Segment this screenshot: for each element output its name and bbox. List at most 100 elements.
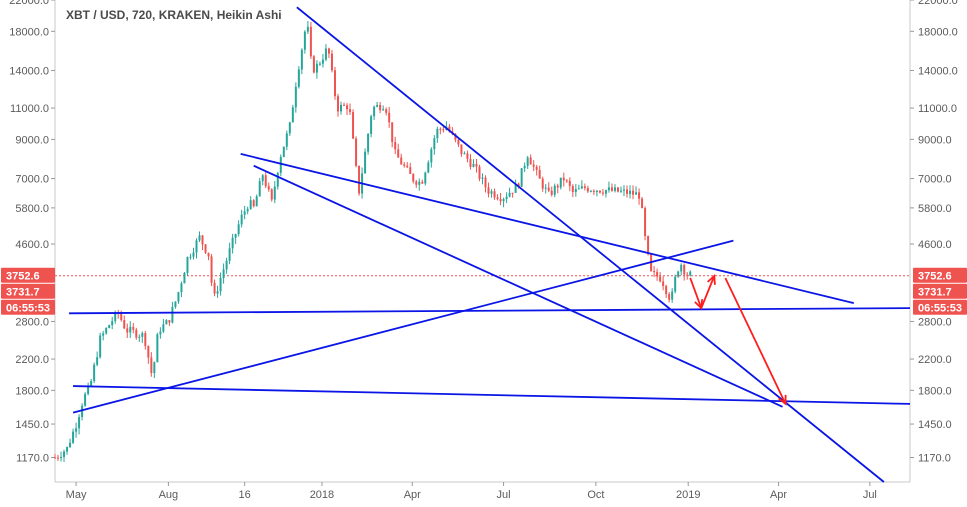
candle-body bbox=[358, 165, 361, 194]
candle-body bbox=[315, 63, 318, 73]
candle-body bbox=[258, 181, 261, 197]
candle-body bbox=[267, 186, 270, 190]
candle-body bbox=[508, 192, 511, 197]
candle-body bbox=[111, 321, 114, 326]
x-tick-label: Apr bbox=[404, 489, 421, 501]
candle-body bbox=[662, 281, 665, 286]
candle-body bbox=[632, 190, 635, 195]
price-badge-left bbox=[1, 283, 55, 299]
price-badge-left bbox=[1, 299, 55, 315]
candle-body bbox=[333, 70, 336, 97]
candle-body bbox=[400, 157, 403, 165]
candle-body bbox=[598, 190, 601, 193]
candle-body bbox=[240, 214, 243, 225]
candle-body bbox=[517, 183, 520, 187]
candle-body bbox=[616, 187, 619, 192]
candle-body bbox=[505, 196, 508, 200]
candle-body bbox=[514, 183, 517, 193]
candle-body bbox=[297, 69, 300, 87]
x-tick-label: Apr bbox=[770, 489, 787, 501]
candle-body bbox=[622, 189, 625, 191]
candle-body bbox=[388, 112, 391, 123]
candle-body bbox=[318, 63, 321, 65]
candle-body bbox=[174, 301, 177, 307]
candle-body bbox=[364, 151, 367, 174]
candle-body bbox=[403, 164, 406, 166]
candle-body bbox=[394, 142, 397, 150]
candle-body bbox=[635, 192, 638, 195]
candle-body bbox=[114, 312, 117, 322]
candle-body bbox=[641, 198, 644, 209]
candle-body bbox=[436, 128, 439, 139]
candle-body bbox=[553, 185, 556, 195]
candle-body bbox=[484, 177, 487, 188]
candle-body bbox=[683, 264, 686, 275]
candle-body bbox=[541, 178, 544, 189]
candle-body bbox=[222, 269, 225, 278]
x-tick-label: 2019 bbox=[676, 489, 700, 501]
candle-body bbox=[583, 186, 586, 189]
candle-body bbox=[75, 428, 78, 432]
candle-body bbox=[391, 122, 394, 143]
candle-body bbox=[490, 191, 493, 194]
projection-arrow bbox=[700, 275, 716, 309]
candle-body bbox=[282, 146, 285, 157]
candle-body bbox=[93, 364, 96, 381]
trend-line-horizontal-lower-support bbox=[73, 385, 911, 405]
candle-body bbox=[279, 156, 282, 173]
y-tick-label-right: 14000.0 bbox=[918, 65, 958, 77]
trend-line-rising-support bbox=[72, 239, 734, 414]
x-tick-label: 16 bbox=[239, 489, 251, 501]
candle-body bbox=[442, 129, 445, 131]
candle-body bbox=[424, 172, 427, 184]
candle-body bbox=[469, 158, 472, 167]
candle-body bbox=[653, 271, 656, 273]
candle-body bbox=[520, 168, 523, 187]
candle-body bbox=[680, 264, 683, 272]
candle-body bbox=[638, 192, 641, 199]
candle-body bbox=[379, 104, 382, 111]
price-badge-right bbox=[913, 267, 967, 283]
candle-body bbox=[454, 133, 457, 140]
candle-body bbox=[589, 190, 592, 192]
candle-body bbox=[57, 457, 60, 459]
candle-body bbox=[213, 282, 216, 294]
candle-body bbox=[288, 122, 291, 134]
y-tick-label-right: 5800.0 bbox=[918, 203, 952, 215]
candle-body bbox=[63, 451, 66, 457]
candle-body bbox=[90, 380, 93, 386]
candle-body bbox=[243, 211, 246, 215]
candle-body bbox=[460, 144, 463, 155]
candle-body bbox=[466, 153, 469, 159]
candle-body bbox=[409, 167, 412, 174]
candle-body bbox=[150, 357, 153, 374]
candle-body bbox=[421, 181, 424, 184]
candle-body bbox=[686, 274, 689, 276]
candle-body bbox=[523, 165, 526, 169]
candle-body bbox=[102, 333, 105, 336]
trend-line-lower-resistance bbox=[253, 164, 783, 408]
candle-body bbox=[246, 208, 249, 212]
candle-body bbox=[132, 326, 135, 330]
candle-body bbox=[255, 196, 258, 207]
candle-body bbox=[69, 442, 72, 447]
candle-body bbox=[180, 283, 183, 293]
candle-body bbox=[96, 357, 99, 365]
candle-body bbox=[689, 271, 692, 276]
candle-body bbox=[610, 187, 613, 191]
trend-line-middle-resistance bbox=[240, 153, 855, 304]
candle-body bbox=[126, 328, 129, 333]
candle-body bbox=[487, 187, 490, 194]
x-tick-label: 2018 bbox=[310, 489, 334, 501]
candle-body bbox=[656, 271, 659, 277]
candle-body bbox=[629, 190, 632, 194]
candle-body bbox=[647, 236, 650, 255]
price-badge-left bbox=[1, 267, 55, 283]
candle-body bbox=[165, 320, 168, 325]
candle-body bbox=[138, 336, 141, 338]
candle-body bbox=[195, 240, 198, 253]
candle-body bbox=[84, 393, 87, 406]
candle-body bbox=[129, 326, 132, 333]
candle-body bbox=[367, 133, 370, 152]
